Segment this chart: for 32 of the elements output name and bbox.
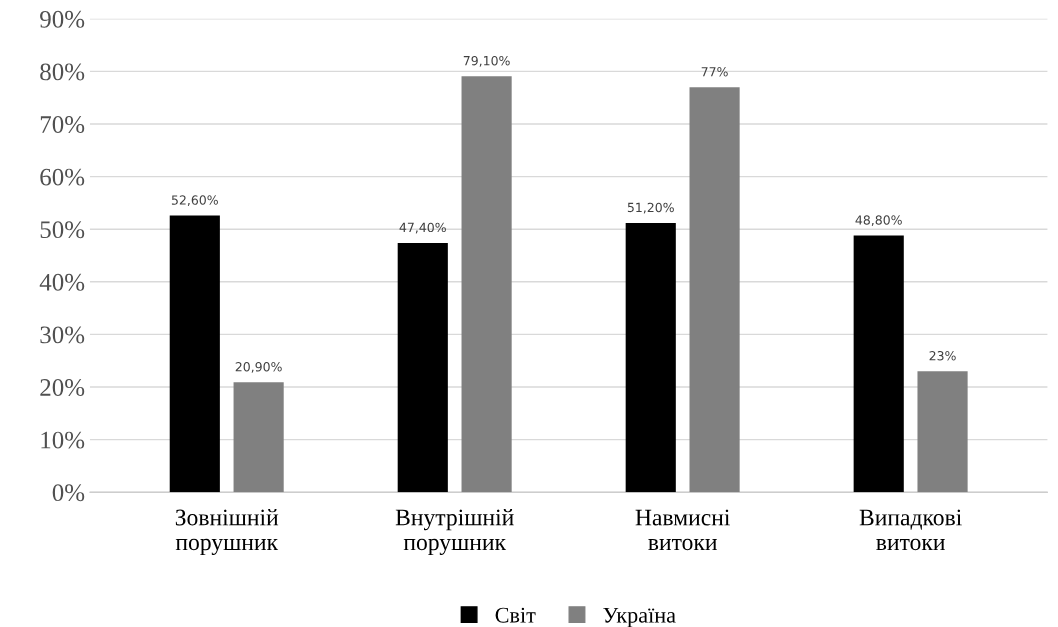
x-tick-label: Внутрішній порушник: [395, 509, 514, 556]
bar: [853, 235, 904, 493]
legend-label: Світ: [495, 607, 536, 623]
bar: [689, 87, 740, 493]
y-tick-label: 50%: [40, 221, 85, 239]
y-tick-label: 60%: [40, 168, 85, 186]
y-tick-label: 80%: [40, 63, 85, 81]
y-tick-label: 10%: [41, 431, 85, 449]
x-tick-label: Зовнішній порушник: [175, 509, 279, 556]
bar: [169, 215, 220, 493]
y-tick-label: 20%: [40, 379, 85, 396]
x-tick-label: Навмисні витоки: [635, 509, 730, 551]
legend-label: Україна: [603, 607, 676, 627]
data-label: 77%: [701, 66, 728, 77]
data-label: 23%: [929, 351, 956, 361]
y-tick-label: 0%: [52, 484, 85, 502]
bar: [461, 76, 512, 493]
bar: [917, 371, 968, 493]
data-label: 48,80%: [855, 215, 902, 227]
y-tick-label: 70%: [40, 116, 85, 134]
y-tick-label: 40%: [39, 273, 85, 291]
bar: [397, 242, 448, 493]
data-label: 52,60%: [171, 195, 218, 207]
bar: [625, 222, 676, 493]
x-tick-label: Випадкові витоки: [859, 509, 962, 551]
y-tick-label: 90%: [40, 10, 85, 28]
data-label: 20,90%: [235, 362, 282, 373]
y-tick-label: 30%: [40, 326, 85, 344]
data-label: 47,40%: [399, 222, 446, 234]
bar: [233, 382, 284, 493]
data-label: 79,10%: [463, 55, 510, 67]
data-label: 51,20%: [627, 202, 674, 214]
